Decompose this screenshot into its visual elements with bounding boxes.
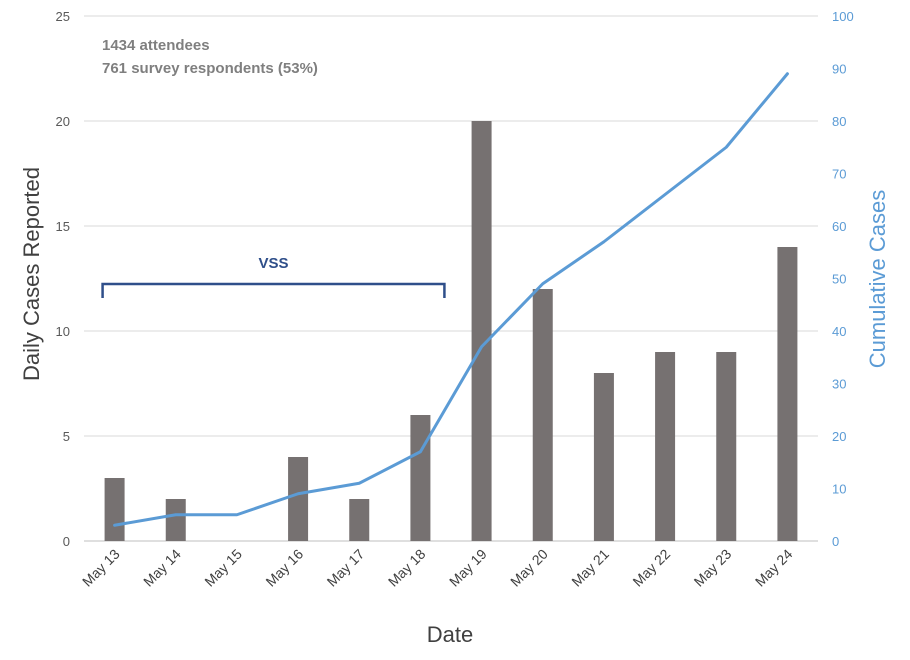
bar-may-17 — [349, 499, 370, 541]
left-tick-label: 20 — [56, 114, 70, 129]
bar-may-19 — [471, 121, 492, 541]
x-tick-label: May 24 — [752, 546, 796, 590]
x-tick-label: May 16 — [262, 546, 306, 590]
bar-may-20 — [532, 289, 553, 541]
y-axis-title-right: Cumulative Cases — [865, 190, 890, 369]
right-tick-label: 0 — [832, 534, 839, 549]
vss-label: VSS — [258, 255, 288, 272]
right-tick-label: 10 — [832, 482, 846, 497]
vss-bracket — [101, 282, 446, 298]
bar-may-13 — [104, 478, 125, 541]
bar-may-16 — [288, 457, 309, 541]
left-tick-label: 0 — [63, 534, 70, 549]
x-tick-label: May 17 — [324, 546, 368, 590]
right-tick-label: 70 — [832, 167, 846, 182]
right-axis-ticks: 0 10 20 30 40 50 60 70 80 90 100 — [832, 9, 854, 549]
right-tick-label: 40 — [832, 324, 846, 339]
x-tick-label: May 22 — [629, 546, 673, 590]
bar-may-18 — [410, 415, 431, 541]
x-tick-label: May 19 — [446, 546, 490, 590]
x-tick-label: May 18 — [385, 546, 429, 590]
bar-may-21 — [593, 373, 614, 541]
x-axis-ticks: May 13 May 14 May 15 May 16 May 17 May 18 May … — [79, 546, 796, 590]
left-tick-label: 10 — [56, 324, 70, 339]
right-tick-label: 20 — [832, 429, 846, 444]
left-tick-label: 15 — [56, 219, 70, 234]
x-tick-label: May 20 — [507, 546, 551, 590]
x-tick-label: May 14 — [140, 546, 184, 590]
bar-may-24 — [777, 247, 798, 541]
bar-may-14 — [165, 499, 186, 541]
right-tick-label: 30 — [832, 377, 846, 392]
cumulative-cases-line — [113, 72, 789, 527]
y-axis-title-left: Daily Cases Reported — [19, 167, 44, 381]
cumulative-cases-line-group — [113, 72, 789, 527]
right-tick-label: 100 — [832, 9, 854, 24]
bar-may-22 — [655, 352, 676, 541]
right-tick-label: 90 — [832, 62, 846, 77]
x-tick-label: May 21 — [568, 546, 612, 590]
x-tick-label: May 23 — [691, 546, 735, 590]
left-tick-label: 5 — [63, 429, 70, 444]
gridlines — [84, 15, 818, 542]
note-attendees: 1434 attendees — [102, 37, 210, 54]
daily-cases-bars — [104, 121, 798, 541]
left-axis-ticks: 0 5 10 15 20 25 — [56, 9, 70, 549]
bar-may-23 — [716, 352, 737, 541]
right-tick-label: 60 — [832, 219, 846, 234]
note-respondents: 761 survey respondents (53%) — [102, 60, 318, 77]
right-tick-label: 50 — [832, 272, 846, 287]
left-tick-label: 25 — [56, 9, 70, 24]
right-tick-label: 80 — [832, 114, 846, 129]
x-axis-title: Date — [427, 622, 473, 647]
x-tick-label: May 13 — [79, 546, 123, 590]
x-tick-label: May 15 — [201, 546, 245, 590]
